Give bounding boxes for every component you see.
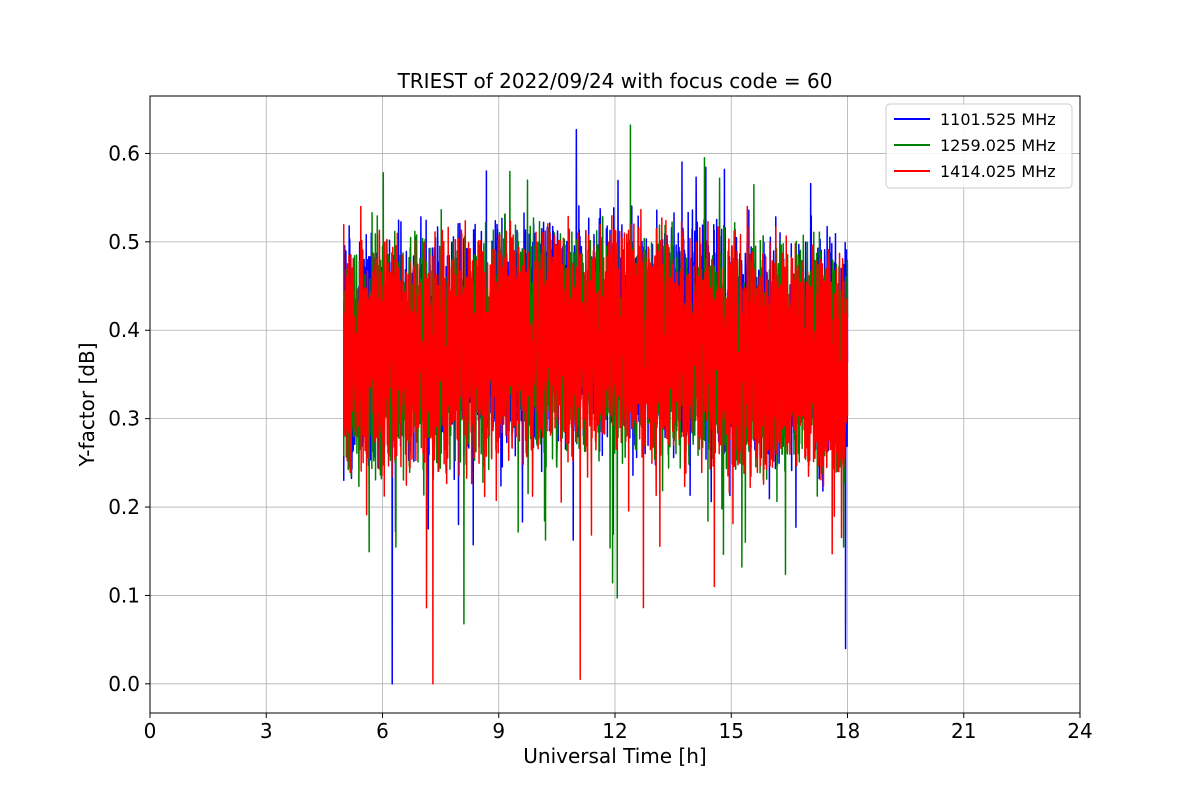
- y-tick-label: 0.5: [108, 230, 140, 254]
- x-tick-label: 18: [835, 719, 860, 743]
- x-axis-label: Universal Time [h]: [523, 744, 706, 768]
- legend-box: [885, 103, 1073, 189]
- y-axis-label: Y-factor [dB]: [75, 342, 99, 467]
- y-tick-label: 0.2: [108, 495, 140, 519]
- x-tick-label: 24: [1067, 719, 1092, 743]
- legend-label-series-3: 1414.025 MHz: [940, 162, 1056, 181]
- x-tick-label: 9: [492, 719, 505, 743]
- x-tick-label: 21: [951, 719, 976, 743]
- axis-ticks: 0 3 6 9 12 15 18 21 24 0.0 0.1 0.2 0.3 0.4 0.5 0.6: [108, 141, 1093, 743]
- x-tick-label: 12: [602, 719, 627, 743]
- y-tick-label: 0.1: [108, 583, 140, 607]
- series-lines: [343, 124, 849, 685]
- legend-label-series-1: 1101.525 MHz: [940, 110, 1056, 129]
- chart-title: TRIEST of 2022/09/24 with focus code = 6…: [397, 69, 833, 93]
- y-tick-label: 0.0: [108, 672, 140, 696]
- y-tick-label: 0.6: [108, 141, 140, 165]
- y-tick-label: 0.4: [108, 318, 140, 342]
- legend-label-series-2: 1259.025 MHz: [940, 136, 1056, 155]
- x-tick-label: 0: [144, 719, 157, 743]
- x-tick-label: 15: [719, 719, 744, 743]
- y-tick-label: 0.3: [108, 407, 140, 431]
- legend: 1101.525 MHz 1259.025 MHz 1414.025 MHz: [885, 103, 1073, 189]
- series-line-3: [343, 205, 849, 685]
- x-tick-label: 6: [376, 719, 389, 743]
- x-tick-label: 3: [260, 719, 273, 743]
